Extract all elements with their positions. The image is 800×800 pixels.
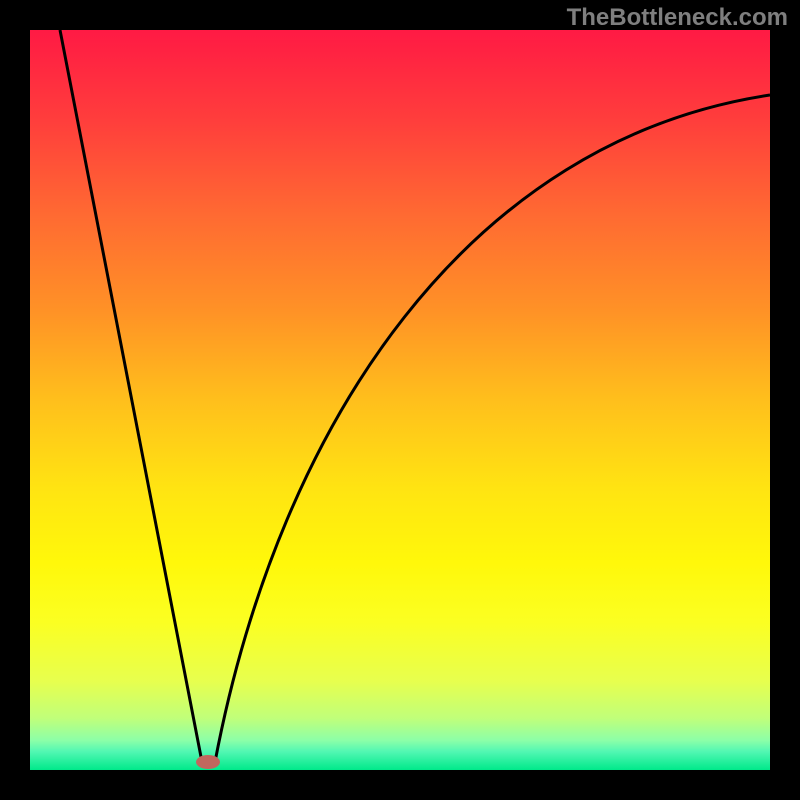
- watermark-text: TheBottleneck.com: [567, 4, 788, 32]
- chart-container: TheBottleneck.com: [0, 0, 800, 800]
- gradient-background: [30, 30, 770, 770]
- plot-svg: [30, 30, 770, 770]
- plot-area: [30, 30, 770, 770]
- minimum-marker: [196, 755, 220, 769]
